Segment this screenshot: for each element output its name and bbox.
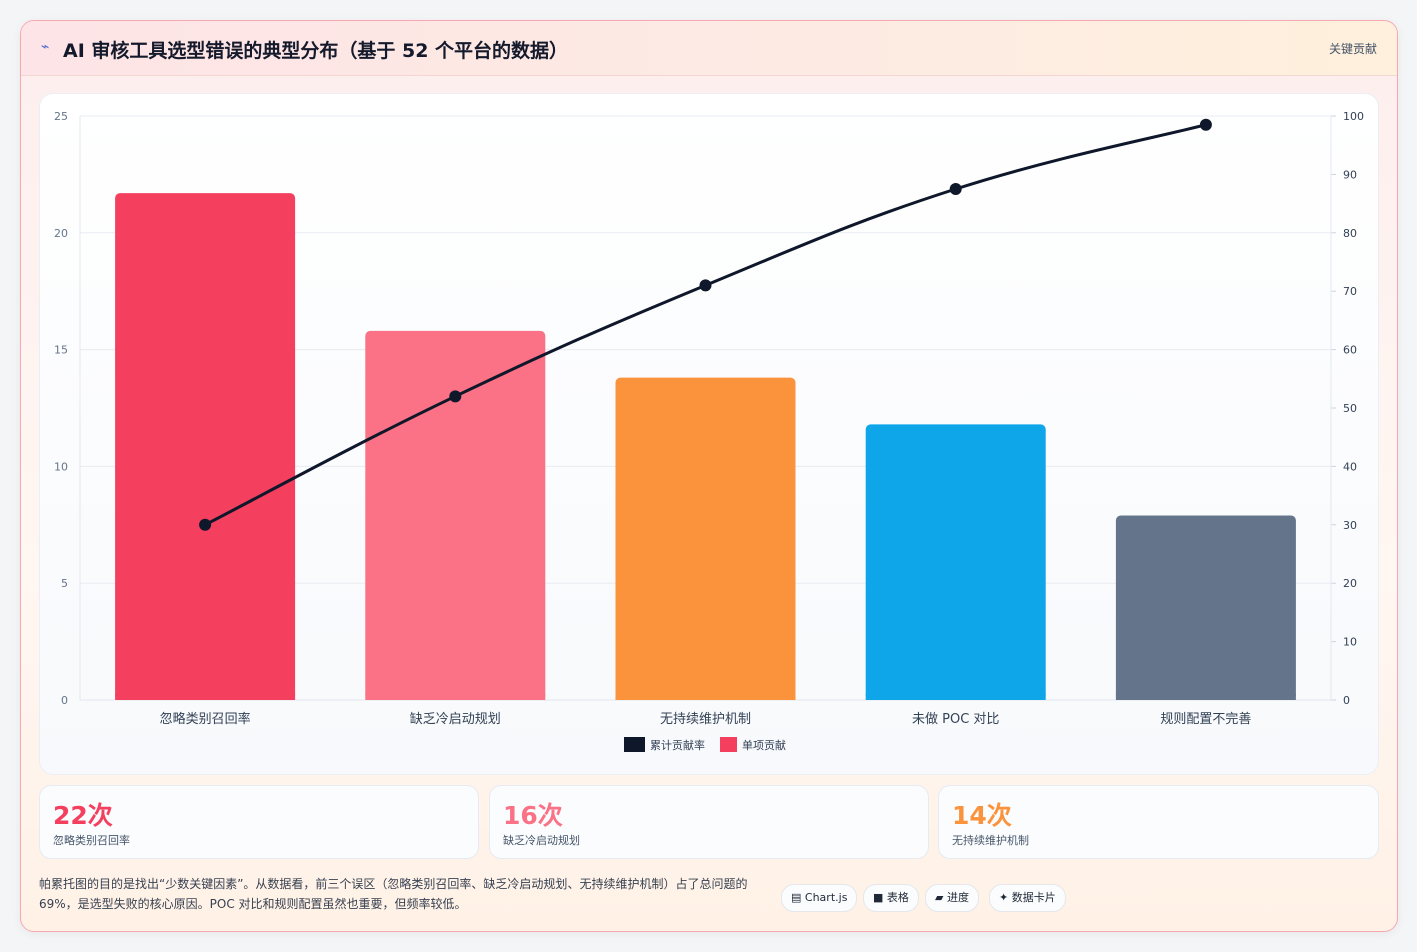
y-right-tick-label: 60 [1343,344,1357,357]
chart-title: AI 审核工具选型错误的典型分布（基于 52 个平台的数据） [63,40,569,62]
y-right-tick-label: 70 [1343,285,1357,298]
legend-swatch-cumulative [624,737,645,752]
table-icon: ■ [873,891,884,904]
y-left-tick-label: 10 [54,460,68,473]
y-left-tick-label: 20 [54,227,68,240]
pareto-card: ⌁ AI 审核工具选型错误的典型分布（基于 52 个平台的数据） 关键贡献 0 5… [20,20,1398,932]
sparkle-icon: ✦ [999,891,1009,904]
bar-base-1 [115,694,296,700]
y-left-tick-label: 0 [61,694,68,707]
chart-panel: 0 5 10 15 20 25 0 10 20 30 40 50 60 70 80 90 100 忽略类别召回率 缺… [39,93,1379,775]
bar-base-5 [1115,694,1296,700]
legend-swatch-single [720,737,737,752]
lightning-icon: ⌁ [41,39,50,55]
tag-table[interactable]: ■ 表格 [863,884,919,912]
x-tick-label: 忽略类别召回率 [160,711,251,727]
y-right-tick-label: 80 [1343,227,1357,240]
bar-5 [1115,515,1296,700]
y-right-tick-label: 0 [1343,694,1350,707]
y-right-tick-label: 50 [1343,402,1357,415]
card-header: ⌁ AI 审核工具选型错误的典型分布（基于 52 个平台的数据） 关键贡献 [21,21,1397,76]
tag-data-card[interactable]: ✦ 数据卡片 [989,884,1066,912]
legend-label-cumulative: 累计贡献率 [650,738,705,752]
tag-label-table: 表格 [886,891,909,904]
cumulative-point-1 [199,518,212,531]
cumulative-point-2 [449,390,462,403]
cumulative-point-3 [699,279,712,292]
stat-value-3: 14次 [952,801,1012,830]
stat-label-2: 缺乏冷启动规划 [503,834,580,847]
y-right-tick-label: 10 [1343,636,1357,649]
tag-label-chartjs: Chart.js [804,891,848,904]
tag-chartjs[interactable]: ▤ Chart.js [781,884,858,912]
stat-label-3: 无持续维护机制 [952,834,1029,847]
x-tick-label: 未做 POC 对比 [912,712,999,727]
footer-note: 帕累托图的目的是找出“少数关键因素”。从数据看，前三个误区（忽略类别召回率、缺乏… [39,877,748,911]
stat-card-2: 16次 缺乏冷启动规划 [489,785,929,859]
stat-value-2: 16次 [503,801,563,830]
stat-card-3: 14次 无持续维护机制 [938,785,1379,859]
cumulative-point-4 [949,183,962,195]
x-tick-label: 缺乏冷启动规划 [410,712,501,727]
y-left-tick-label: 15 [54,344,68,357]
cumulative-point-5 [1199,118,1212,131]
pareto-chart: 0 5 10 15 20 25 0 10 20 30 40 50 60 70 80 90 100 忽略类别召回率 缺… [54,110,1364,752]
stat-value-1: 22次 [53,801,113,830]
bar-3 [615,377,796,700]
y-right-tick-label: 20 [1343,577,1357,590]
y-left-tick-label: 25 [54,110,68,123]
bar-base-4 [865,694,1046,700]
header-right-label: 关键贡献 [1328,42,1377,56]
bar-1 [115,193,296,700]
tag-label-progress: 进度 [946,891,969,904]
y-right-tick-label: 100 [1343,110,1364,123]
y-right-tick-label: 30 [1343,519,1357,532]
y-right-tick-label: 90 [1343,168,1357,181]
bar-base-2 [365,694,546,700]
stat-card-1: 22次 忽略类别召回率 [39,785,479,859]
tag-label-data-card: 数据卡片 [1011,891,1056,904]
bar-base-3 [615,694,796,700]
bar-2 [365,330,546,700]
chart-icon: ▤ [791,891,802,904]
y-left-tick-label: 5 [61,577,68,590]
x-tick-label: 无持续维护机制 [660,712,751,727]
stat-label-1: 忽略类别召回率 [53,834,130,847]
bar-4 [865,424,1046,700]
tag-progress[interactable]: ▰ 进度 [925,884,979,912]
x-tick-label: 规则配置不完善 [1160,711,1251,727]
progress-icon: ▰ [935,891,944,904]
legend-label-single: 单项贡献 [742,738,786,752]
y-right-tick-label: 40 [1343,460,1357,473]
